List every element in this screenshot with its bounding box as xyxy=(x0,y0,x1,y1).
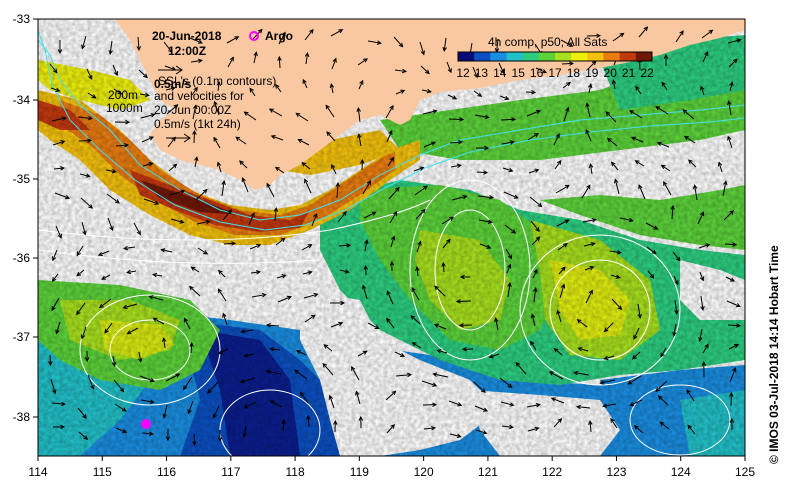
y-tick-label: -37 xyxy=(13,330,31,344)
y-tick-label: -36 xyxy=(13,251,31,265)
argo-legend-marker xyxy=(249,31,259,41)
credit-text: © IMOS 03-Jul-2018 14:14 Hobart Time xyxy=(767,245,781,464)
velocity-line1: and velocities for xyxy=(154,89,244,103)
velocity-line2: 20-Jun 00:00Z xyxy=(154,103,231,117)
colorbar-tick-label: 14 xyxy=(493,66,507,80)
y-tick-label: -33 xyxy=(13,12,31,26)
x-tick-label: 121 xyxy=(478,465,498,479)
colorbar-swatch xyxy=(506,52,524,61)
colorbar-swatch xyxy=(555,52,572,61)
contour-label: SSL's (0.1m contours) xyxy=(158,74,276,88)
colorbar-swatch xyxy=(571,52,588,61)
colorbar-tick-label: 20 xyxy=(604,66,618,80)
colorbar-swatch xyxy=(619,52,637,61)
colorbar-tick-label: 12 xyxy=(456,66,470,80)
argo-legend: Argo xyxy=(249,29,293,43)
ssl-contours xyxy=(38,179,731,456)
colorbar-swatch xyxy=(522,52,540,61)
colorbar-swatch xyxy=(474,52,491,61)
x-tick-label: 117 xyxy=(221,465,240,479)
x-tick-label: 114 xyxy=(28,465,47,479)
isobaths xyxy=(38,29,745,231)
colorbar-tick-label: 22 xyxy=(640,66,654,80)
colorbar-swatch xyxy=(458,52,475,61)
colorbar-swatch xyxy=(603,52,621,61)
x-tick-label: 122 xyxy=(542,465,562,479)
colorbar-tick-label: 17 xyxy=(548,66,562,80)
colorbar-tick-label: 18 xyxy=(567,66,581,80)
colorbar-swatch xyxy=(635,52,653,61)
y-tick-label: -34 xyxy=(13,93,31,107)
y-tick-label: -35 xyxy=(13,172,31,186)
colorbar: 4h comp, p50, All Sats 12 13 14 15 16 17 18 19 2… xyxy=(456,35,654,80)
colorbar-tick-label: 15 xyxy=(512,66,526,80)
colorbar-title: 4h comp, p50, All Sats xyxy=(488,35,607,49)
argo-float xyxy=(141,419,151,429)
speed-label: 0.5m/s xyxy=(154,77,192,91)
y-axis: -33 -34 -35 -36 -37 -38 xyxy=(13,12,38,424)
velocity-line3: 0.5m/s (1kt 24h) xyxy=(154,117,241,131)
isobath-200m xyxy=(38,39,745,221)
colorbar-tick-label: 16 xyxy=(530,66,544,80)
colorbar-swatch xyxy=(538,52,556,61)
argo-legend-label: Argo xyxy=(265,29,293,43)
x-tick-label: 123 xyxy=(606,465,626,479)
land-mass xyxy=(115,19,745,190)
colorbar-ticks: 12 13 14 15 16 17 18 19 20 21 22 xyxy=(456,66,654,80)
x-tick-label: 125 xyxy=(735,465,755,479)
x-tick-label: 118 xyxy=(286,465,305,479)
x-tick-label: 119 xyxy=(350,465,369,479)
colorbar-tick-label: 13 xyxy=(475,66,489,80)
map-time: 12:00Z xyxy=(168,44,206,58)
velocity-arrows xyxy=(48,26,742,447)
velocity-legend: 0.5m/s SSL's (0.1m contours) and velocit… xyxy=(106,65,276,143)
plot-area xyxy=(38,19,745,456)
colorbar-tick-label: 21 xyxy=(622,66,636,80)
x-tick-label: 124 xyxy=(671,465,691,479)
x-tick-label: 115 xyxy=(93,465,112,479)
map-date: 20-Jun-2018 xyxy=(152,29,222,43)
colorbar-swatch xyxy=(587,52,604,61)
isobath-1000m-label: 1000m xyxy=(106,101,143,115)
x-tick-label: 116 xyxy=(157,465,176,479)
y-tick-label: -38 xyxy=(13,410,31,424)
isobath-1000m xyxy=(38,29,745,231)
colorbar-swatch xyxy=(490,52,507,61)
x-tick-label: 120 xyxy=(414,465,434,479)
plot-frame xyxy=(37,18,746,457)
colorbar-swatches xyxy=(458,52,653,61)
x-axis: 114 115 116 117 118 119 120 121 122 123 124 125 xyxy=(28,456,755,479)
colorbar-tick-label: 19 xyxy=(585,66,599,80)
isobath-200m-label: 200m xyxy=(108,88,138,102)
colorbar-frame xyxy=(457,51,653,62)
